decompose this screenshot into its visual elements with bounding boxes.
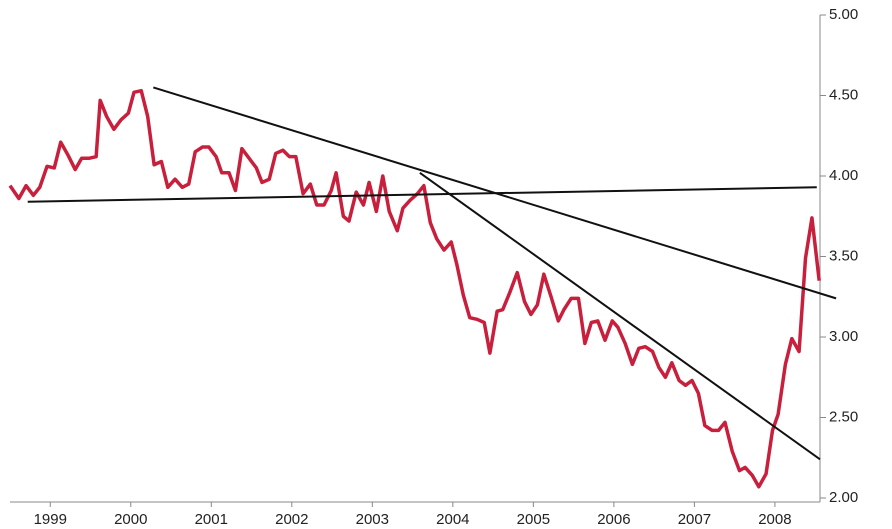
x-tick-label: 2008 (758, 511, 791, 528)
x-tick-label: 2006 (597, 511, 630, 528)
y-tick-label: 2.00 (829, 489, 858, 506)
y-tick-label: 4.50 (829, 86, 858, 103)
x-tick-label: 2003 (356, 511, 389, 528)
x-tick-label: 2007 (678, 511, 711, 528)
trend-line (27, 186, 817, 203)
x-tick-label: 2005 (517, 511, 550, 528)
y-tick-label: 3.00 (829, 328, 858, 345)
y-tick-label: 4.00 (829, 167, 858, 184)
data-line (8, 88, 821, 489)
y-tick-label: 3.50 (829, 247, 858, 264)
trend-line (419, 171, 821, 461)
x-tick-label: 2004 (436, 511, 469, 528)
trend-line (153, 86, 837, 300)
y-tick-label: 5.00 (829, 6, 858, 23)
y-tick-label: 2.50 (829, 408, 858, 425)
x-tick-label: 1999 (34, 511, 67, 528)
x-tick-label: 2001 (195, 511, 228, 528)
x-tick-label: 2000 (114, 511, 147, 528)
x-tick-label: 2002 (275, 511, 308, 528)
